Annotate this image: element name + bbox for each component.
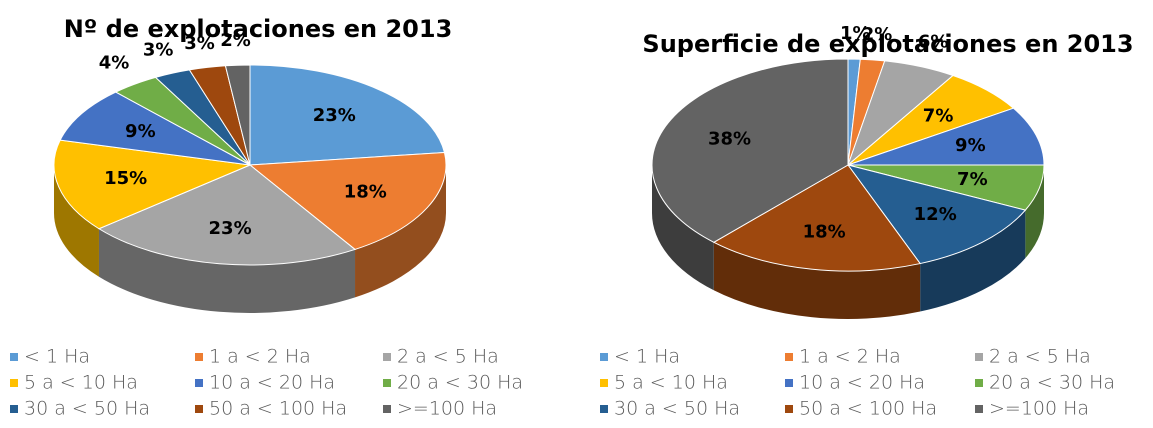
legend-swatch xyxy=(195,379,203,387)
legend-label: 30 a < 50 Ha xyxy=(614,398,740,420)
legend-label: 50 a < 100 Ha xyxy=(799,398,937,420)
legend-label: 2 a < 5 Ha xyxy=(397,346,499,368)
data-label: 1% xyxy=(840,23,871,44)
data-label: 3% xyxy=(184,33,215,54)
legend-swatch xyxy=(785,405,793,413)
legend-swatch xyxy=(10,353,18,361)
legend-swatch xyxy=(383,353,391,361)
data-label: 23% xyxy=(313,105,356,126)
chart-title: Superficie de explotaciones en 2013 xyxy=(642,30,1133,58)
data-label: 9% xyxy=(955,135,986,156)
legend-label: 5 a < 10 Ha xyxy=(24,372,138,394)
slice xyxy=(97,164,357,266)
legend-swatch xyxy=(600,405,608,413)
slice-side xyxy=(355,165,446,298)
slice-side xyxy=(652,165,714,291)
data-label: 4% xyxy=(99,53,130,74)
data-label: 9% xyxy=(125,121,156,142)
slice-side xyxy=(53,165,99,277)
slice xyxy=(651,58,849,243)
legend-swatch xyxy=(785,379,793,387)
data-label: 2% xyxy=(220,30,251,51)
legend-swatch xyxy=(975,379,983,387)
slice xyxy=(712,164,922,272)
slice xyxy=(224,64,251,166)
legend-label: < 1 Ha xyxy=(614,346,680,368)
legend-swatch xyxy=(10,405,18,413)
legend-label: 10 a < 20 Ha xyxy=(799,372,925,394)
legend-swatch xyxy=(195,405,203,413)
legend-swatch xyxy=(10,379,18,387)
legend-swatch xyxy=(600,379,608,387)
legend-label: 20 a < 30 Ha xyxy=(989,372,1115,394)
slice-side xyxy=(98,228,356,313)
slice xyxy=(53,139,252,230)
legend-label: 50 a < 100 Ha xyxy=(209,398,347,420)
slice xyxy=(846,164,1027,265)
legend-label: 2 a < 5 Ha xyxy=(989,346,1091,368)
legend-swatch xyxy=(975,353,983,361)
legend-swatch xyxy=(785,353,793,361)
data-label: 7% xyxy=(923,105,954,126)
legend-label: >=100 Ha xyxy=(989,398,1089,420)
slice xyxy=(249,64,446,166)
legend-label: 1 a < 2 Ha xyxy=(799,346,901,368)
legend-label: 5 a < 10 Ha xyxy=(614,372,728,394)
chart-title: Nº de explotaciones en 2013 xyxy=(64,15,453,43)
data-label: 6% xyxy=(918,32,949,53)
data-label: 3% xyxy=(143,40,174,61)
data-label: 38% xyxy=(708,129,751,150)
data-label: 18% xyxy=(344,182,387,203)
slice xyxy=(248,151,447,250)
data-label: 15% xyxy=(104,168,147,189)
legend-label: 20 a < 30 Ha xyxy=(397,372,523,394)
data-label: 7% xyxy=(957,169,988,190)
slice xyxy=(847,107,1045,166)
data-label: 23% xyxy=(209,218,252,239)
legend-swatch xyxy=(383,379,391,387)
data-label: 12% xyxy=(914,204,957,225)
legend-label: >=100 Ha xyxy=(397,398,497,420)
slice xyxy=(59,91,251,166)
legend-swatch xyxy=(383,405,391,413)
data-label: 18% xyxy=(803,222,846,243)
legend-label: 10 a < 20 Ha xyxy=(209,372,335,394)
legend-label: < 1 Ha xyxy=(24,346,90,368)
legend-label: 1 a < 2 Ha xyxy=(209,346,311,368)
legend-label: 30 a < 50 Ha xyxy=(24,398,150,420)
legend-swatch xyxy=(195,353,203,361)
data-label: 2% xyxy=(862,24,893,45)
legend-swatch xyxy=(975,405,983,413)
legend-swatch xyxy=(600,353,608,361)
slice-side xyxy=(920,210,1026,312)
